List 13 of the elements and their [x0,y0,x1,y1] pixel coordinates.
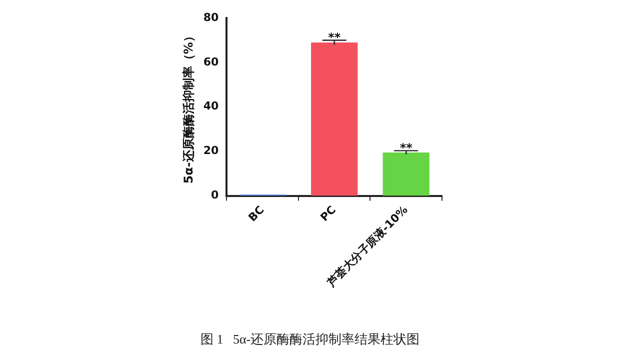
annotation: ** [400,140,414,155]
bar [311,42,358,196]
y-tick-label: 60 [203,55,220,68]
y-tick-label: 40 [203,100,220,113]
annotation: ** [328,30,342,44]
text: 图 1 5α-还原酶酶活抑制率结果柱状图 [200,332,420,347]
y-tick-label: 0 [211,188,220,202]
y-tick-label: 80 [203,10,220,24]
y-axis-title: 5α-还原酶酶活抑制率（%） [181,30,196,184]
y-tick-label: 20 [203,144,220,158]
bar [382,152,430,196]
x-tick-label: BC [246,203,267,224]
x-tick-label: PC [318,203,338,224]
